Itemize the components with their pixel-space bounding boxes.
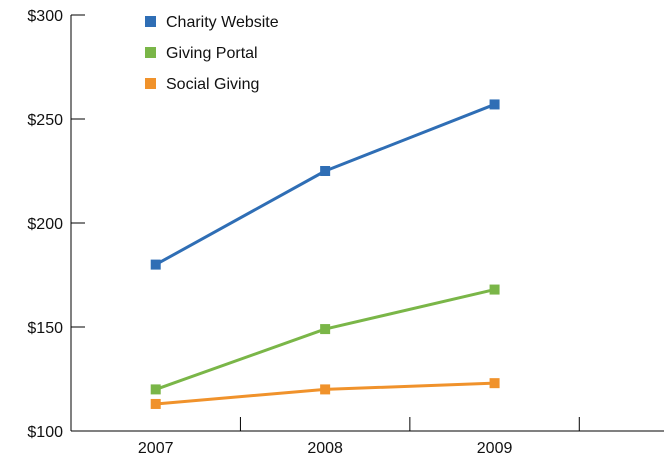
legend-label-social-giving: Social Giving (166, 76, 259, 93)
data-point-giving-portal (489, 284, 500, 295)
series-layer (150, 99, 500, 409)
data-point-social-giving (150, 398, 161, 409)
data-point-charity-website (320, 166, 331, 176)
series-line-giving-portal (155, 288, 495, 391)
legend-swatch-charity-website (145, 16, 156, 27)
series-line-charity-website (154, 103, 496, 266)
data-point-giving-portal (320, 324, 331, 335)
legend-swatch-giving-portal (145, 47, 156, 58)
y-tick-label: $300 (27, 8, 63, 25)
data-point-social-giving (489, 378, 500, 389)
x-tick-label: 2009 (477, 440, 513, 457)
legend-label-charity-website: Charity Website (166, 14, 279, 31)
y-tick-label: $200 (27, 216, 63, 233)
x-tick-label: 2008 (307, 440, 343, 457)
data-point-charity-website (150, 259, 161, 270)
y-tick-label: $250 (27, 112, 63, 129)
chart-axes: $100 $150 $200 $250 $300 2007 2008 2009 (27, 8, 664, 457)
legend-swatch-social-giving (145, 78, 156, 89)
data-point-social-giving (320, 384, 331, 395)
data-point-giving-portal (150, 384, 161, 395)
y-tick-label: $150 (27, 320, 63, 337)
legend-label-giving-portal: Giving Portal (166, 45, 258, 62)
legend: Charity Website Giving Portal Social Givin… (145, 14, 279, 93)
x-tick-label: 2007 (138, 440, 174, 457)
data-point-charity-website (489, 99, 500, 110)
y-tick-label: $100 (27, 424, 63, 441)
